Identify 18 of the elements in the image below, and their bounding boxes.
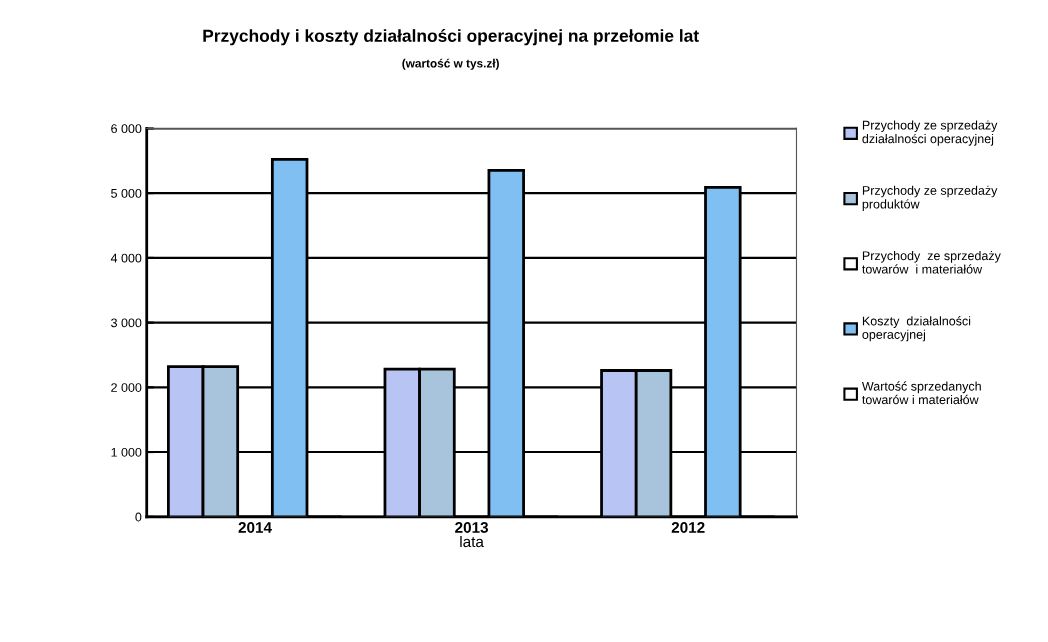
legend-label: Przychody ze sprzedaży produktów	[862, 185, 998, 211]
legend-label: Koszty działalności operacyjnej	[862, 316, 971, 342]
y-tick-label: 5 000	[111, 188, 142, 198]
chart-subtitle: (wartość w tys.zł)	[402, 58, 499, 70]
y-tick-label: 0	[135, 512, 142, 522]
legend-label: Przychody ze sprzedaży działalności operacyjnej	[862, 120, 998, 146]
legend-label: Wartość sprzedanych towarów i materiałów	[861, 381, 981, 405]
x-tick-label: 2013	[455, 522, 489, 533]
x-tick-label: 2012	[671, 522, 705, 533]
y-tick-label: 1 000	[111, 447, 142, 457]
x-axis-title: lata	[460, 535, 484, 548]
chart-title: Przychody i koszty działalności operacyjnej na przełomie lat	[203, 29, 699, 46]
y-tick-label: 3 000	[111, 318, 142, 328]
y-tick-label: 6 000	[111, 124, 142, 134]
y-tick-label: 2 000	[111, 383, 142, 392]
y-tick-label: 4 000	[110, 253, 142, 263]
x-tick-label: 2014	[238, 522, 272, 533]
legend-label: Przychody ze sprzedaży towarów i materiałów	[862, 250, 1001, 274]
